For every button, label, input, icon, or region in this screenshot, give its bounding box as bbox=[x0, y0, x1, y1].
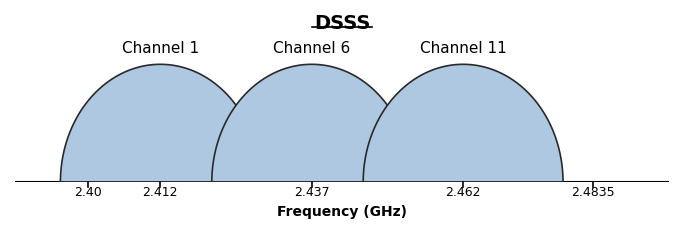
Polygon shape bbox=[212, 64, 412, 182]
X-axis label: Frequency (GHz): Frequency (GHz) bbox=[277, 205, 407, 219]
Polygon shape bbox=[363, 64, 563, 182]
Text: Channel 11: Channel 11 bbox=[420, 41, 506, 56]
Text: DSSS: DSSS bbox=[314, 14, 370, 33]
Polygon shape bbox=[60, 64, 260, 182]
Text: Channel 1: Channel 1 bbox=[122, 41, 199, 56]
Text: Channel 6: Channel 6 bbox=[273, 41, 350, 56]
